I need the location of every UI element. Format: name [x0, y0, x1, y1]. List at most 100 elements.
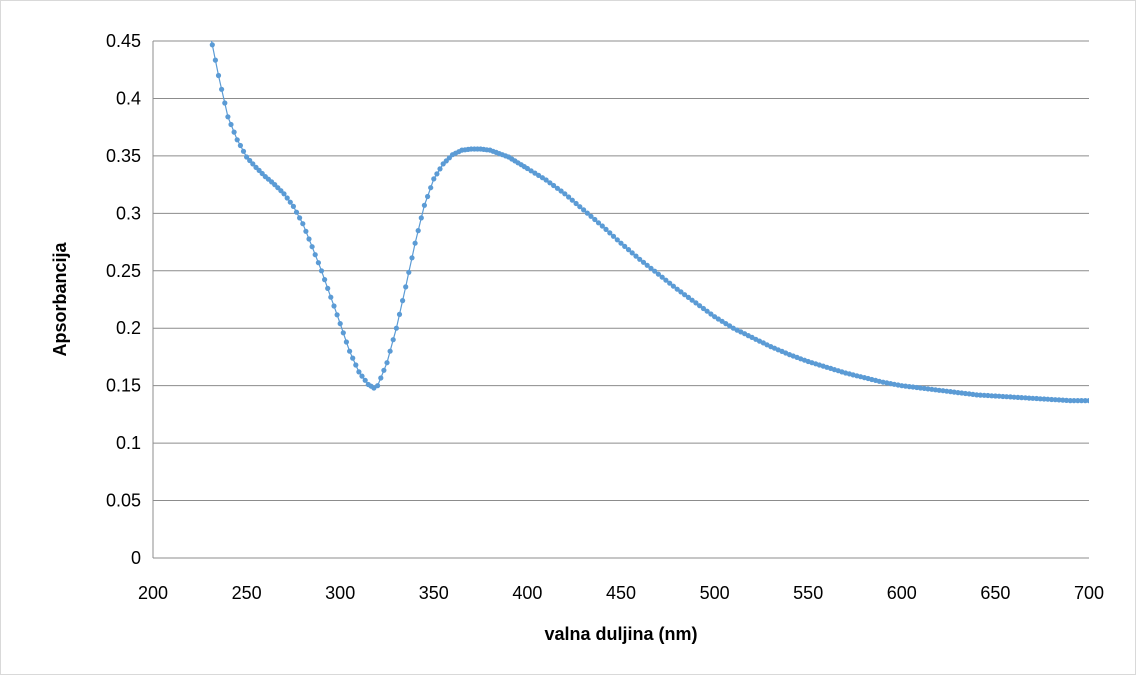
data-point: [584, 210, 590, 216]
data-point: [633, 253, 639, 259]
data-point: [704, 308, 710, 314]
data-point: [674, 286, 680, 292]
data-point: [595, 220, 602, 226]
y-tick-label: 0.05: [106, 491, 141, 511]
data-point: [359, 373, 365, 379]
y-tick-label: 0.1: [116, 433, 141, 453]
data-point: [599, 223, 605, 229]
data-point: [1041, 396, 1047, 402]
data-point: [237, 142, 243, 149]
data-point: [1015, 394, 1021, 400]
data-point: [390, 337, 396, 343]
y-tick-label: 0.35: [106, 146, 141, 166]
data-point: [312, 252, 318, 258]
data-point: [340, 330, 346, 336]
data-point: [678, 289, 684, 295]
data-point: [375, 383, 381, 389]
data-point: [588, 213, 594, 219]
data-point: [425, 193, 431, 200]
data-point: [644, 262, 650, 268]
data-point: [434, 171, 440, 177]
data-point: [670, 283, 677, 289]
data-point: [219, 86, 225, 92]
data-point: [309, 244, 315, 250]
data-point: [1049, 396, 1055, 403]
x-tick-label: 400: [512, 583, 542, 603]
data-point: [421, 202, 427, 208]
data-point: [536, 172, 542, 178]
x-tick-label: 600: [887, 583, 917, 603]
data-point: [325, 285, 331, 291]
data-point: [209, 42, 215, 48]
data-point: [962, 390, 969, 397]
data-point: [1011, 394, 1017, 400]
data-point: [625, 247, 632, 253]
data-point: [693, 300, 699, 306]
data-point: [431, 176, 437, 182]
data-point: [917, 385, 924, 391]
series-group: [209, 41, 1089, 404]
data-point: [403, 284, 409, 290]
data-point: [396, 311, 403, 317]
tick-labels: 0 0.05 0.1 0.15 0.2 0.25 0.3 0.35 0.4 0.45 200 250 3…: [106, 31, 1104, 603]
data-point: [1052, 397, 1058, 403]
data-point: [393, 325, 399, 331]
data-point: [318, 268, 325, 274]
data-point: [225, 114, 231, 120]
data-point: [689, 297, 695, 303]
data-point: [985, 392, 991, 399]
data-point: [343, 339, 349, 345]
x-tick-label: 450: [606, 583, 636, 603]
gridlines: [153, 40, 1089, 502]
data-point: [303, 228, 309, 234]
data-point: [212, 57, 218, 63]
data-point: [250, 161, 256, 167]
data-point: [581, 207, 587, 213]
data-point: [290, 203, 296, 209]
data-point: [682, 292, 688, 298]
data-point: [347, 348, 353, 354]
data-point: [400, 298, 406, 304]
data-point: [970, 391, 976, 397]
data-point: [573, 200, 579, 207]
data-point: [353, 362, 359, 368]
data-point: [618, 240, 624, 246]
data-point: [989, 393, 995, 399]
data-point: [902, 383, 909, 389]
data-point: [566, 194, 572, 200]
data-point: [293, 209, 300, 215]
data-point: [622, 243, 628, 249]
data-point: [1026, 395, 1032, 401]
data-point: [708, 311, 714, 317]
data-point: [992, 393, 999, 399]
data-point: [334, 312, 340, 318]
axes: [152, 41, 1089, 559]
data-point: [247, 157, 253, 164]
data-point: [610, 233, 617, 239]
data-point: [1086, 398, 1089, 404]
data-point: [685, 294, 692, 300]
x-tick-label: 700: [1074, 583, 1104, 603]
data-point: [554, 185, 561, 191]
data-point: [1022, 395, 1028, 401]
x-tick-label: 350: [419, 583, 449, 603]
data-point: [652, 268, 658, 274]
data-point: [715, 316, 721, 322]
series-line: [210, 41, 1089, 402]
data-point: [543, 177, 549, 183]
data-point: [328, 294, 334, 300]
data-point: [528, 168, 534, 174]
data-point: [1067, 398, 1073, 404]
data-series: [209, 41, 1089, 404]
data-point: [222, 100, 228, 106]
data-point: [659, 274, 665, 280]
data-point: [1071, 398, 1077, 404]
y-tick-label: 0.4: [116, 88, 141, 108]
data-point: [297, 215, 303, 221]
data-point: [1037, 396, 1043, 402]
data-point: [378, 375, 384, 381]
data-point: [640, 259, 647, 265]
data-point: [569, 197, 575, 203]
